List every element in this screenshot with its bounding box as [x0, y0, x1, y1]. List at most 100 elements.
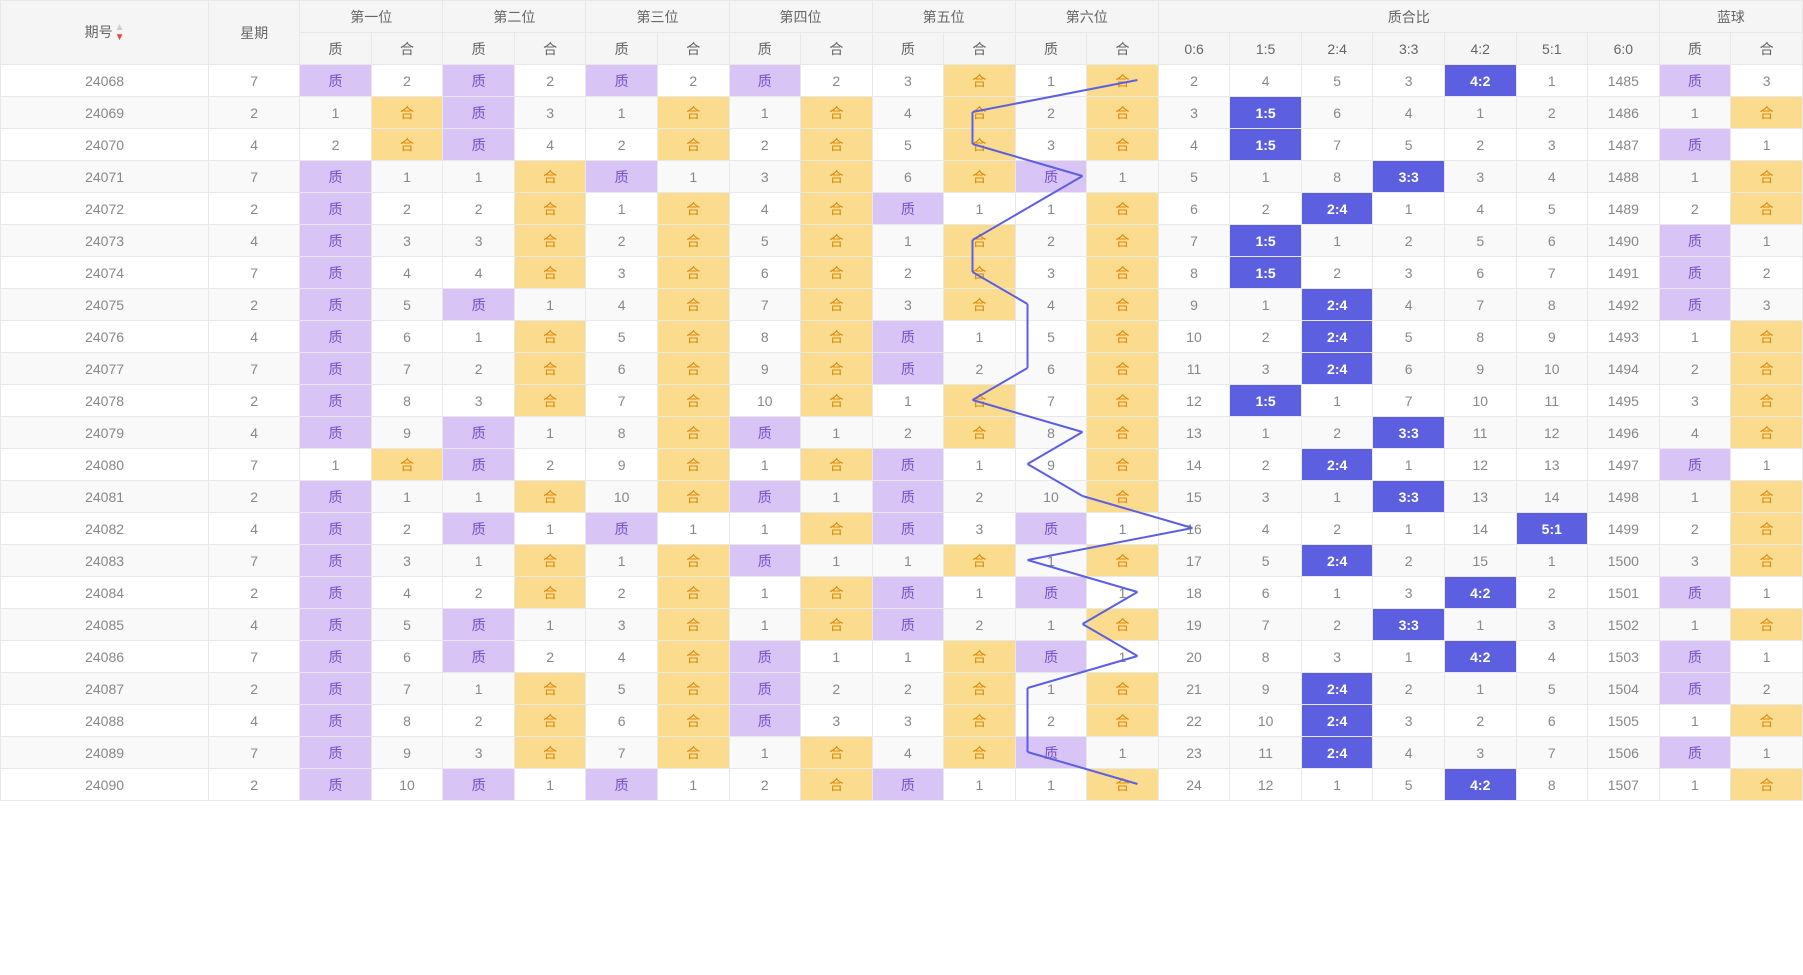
cell-ratio-4:2: 4:2 [1444, 65, 1516, 97]
cell-pos5-he: 1 [944, 769, 1016, 801]
header-he: 合 [1087, 33, 1159, 65]
cell-week: 4 [209, 225, 300, 257]
cell-ratio-1:5: 1:5 [1230, 225, 1302, 257]
cell-blue-he: 1 [1731, 129, 1803, 161]
cell-blue-zhi: 1 [1659, 321, 1731, 353]
cell-pos6-zhi: 2 [1015, 225, 1087, 257]
cell-week: 7 [209, 257, 300, 289]
cell-ratio-1:5: 10 [1230, 705, 1302, 737]
cell-ratio-2:4: 1 [1301, 577, 1373, 609]
cell-ratio-5:1: 5:1 [1516, 513, 1588, 545]
cell-blue-he: 合 [1731, 193, 1803, 225]
cell-pos3-he: 合 [657, 609, 729, 641]
cell-ratio-3:3: 3 [1373, 577, 1445, 609]
cell-pos4-zhi: 1 [729, 513, 801, 545]
cell-pos2-zhi: 1 [443, 545, 515, 577]
cell-pos6-zhi: 质 [1015, 161, 1087, 193]
cell-pos3-zhi: 5 [586, 321, 658, 353]
cell-pos6-he: 合 [1087, 193, 1159, 225]
cell-pos4-he: 合 [801, 257, 873, 289]
cell-ratio-2:4: 1 [1301, 385, 1373, 417]
cell-ratio-4:2: 5 [1444, 225, 1516, 257]
cell-issue: 24072 [1, 193, 209, 225]
cell-pos5-he: 1 [944, 321, 1016, 353]
cell-ratio-1:5: 1 [1230, 289, 1302, 321]
cell-blue-he: 合 [1731, 353, 1803, 385]
cell-ratio-3:3: 1 [1373, 193, 1445, 225]
cell-ratio-0:6: 12 [1158, 385, 1230, 417]
cell-blue-he: 合 [1731, 769, 1803, 801]
cell-pos4-he: 合 [801, 737, 873, 769]
cell-ratio-4:2: 1 [1444, 673, 1516, 705]
cell-pos6-he: 合 [1087, 353, 1159, 385]
sort-icon[interactable]: ▲▼ [115, 23, 125, 43]
table-row: 240842质42合2合1合质1质1186134:221501质1 [1, 577, 1803, 609]
cell-pos2-he: 合 [514, 705, 586, 737]
cell-ratio-3:3: 2 [1373, 545, 1445, 577]
cell-pos5-he: 合 [944, 737, 1016, 769]
cell-pos4-he: 3 [801, 705, 873, 737]
cell-blue-zhi: 质 [1659, 577, 1731, 609]
cell-pos1-zhi: 质 [300, 673, 372, 705]
cell-issue: 24090 [1, 769, 209, 801]
cell-pos1-he: 6 [371, 321, 443, 353]
cell-ratio-3:3: 3:3 [1373, 481, 1445, 513]
cell-ratio-2:4: 2 [1301, 513, 1373, 545]
cell-blue-he: 合 [1731, 481, 1803, 513]
cell-ratio-0:6: 22 [1158, 705, 1230, 737]
cell-week: 7 [209, 65, 300, 97]
cell-pos1-zhi: 2 [300, 129, 372, 161]
cell-pos4-he: 合 [801, 769, 873, 801]
cell-blue-zhi: 质 [1659, 449, 1731, 481]
cell-pos2-he: 合 [514, 481, 586, 513]
cell-issue: 24082 [1, 513, 209, 545]
cell-pos4-he: 2 [801, 673, 873, 705]
cell-pos4-zhi: 4 [729, 193, 801, 225]
cell-ratio-6:0: 1504 [1588, 673, 1660, 705]
cell-blue-zhi: 1 [1659, 609, 1731, 641]
cell-pos4-he: 1 [801, 417, 873, 449]
cell-ratio-0:6: 14 [1158, 449, 1230, 481]
cell-pos6-he: 合 [1087, 769, 1159, 801]
cell-pos2-zhi: 质 [443, 417, 515, 449]
cell-week: 7 [209, 641, 300, 673]
table-row: 240687质2质2质2质23合1合24534:211485质3 [1, 65, 1803, 97]
header-he: 合 [657, 33, 729, 65]
cell-pos4-zhi: 质 [729, 417, 801, 449]
table-row: 240872质71合5合质22合1合2192:42151504质2 [1, 673, 1803, 705]
cell-ratio-2:4: 2:4 [1301, 321, 1373, 353]
cell-pos3-zhi: 2 [586, 129, 658, 161]
header-ratio: 质合比 [1158, 1, 1659, 33]
cell-ratio-6:0: 1500 [1588, 545, 1660, 577]
cell-ratio-6:0: 1491 [1588, 257, 1660, 289]
header-ratio-4:2: 4:2 [1444, 33, 1516, 65]
cell-pos5-he: 2 [944, 481, 1016, 513]
cell-pos2-zhi: 3 [443, 385, 515, 417]
cell-pos4-zhi: 质 [729, 545, 801, 577]
cell-blue-he: 1 [1731, 225, 1803, 257]
cell-ratio-0:6: 21 [1158, 673, 1230, 705]
cell-pos2-he: 合 [514, 161, 586, 193]
cell-pos1-he: 10 [371, 769, 443, 801]
cell-week: 2 [209, 193, 300, 225]
cell-ratio-4:2: 3 [1444, 161, 1516, 193]
cell-ratio-0:6: 13 [1158, 417, 1230, 449]
cell-pos1-he: 2 [371, 65, 443, 97]
cell-ratio-2:4: 2:4 [1301, 705, 1373, 737]
cell-pos6-zhi: 1 [1015, 673, 1087, 705]
cell-issue: 24077 [1, 353, 209, 385]
cell-pos5-zhi: 4 [872, 737, 944, 769]
cell-pos5-zhi: 质 [872, 193, 944, 225]
cell-issue: 24079 [1, 417, 209, 449]
cell-week: 2 [209, 481, 300, 513]
cell-pos4-he: 合 [801, 609, 873, 641]
cell-pos2-he: 2 [514, 65, 586, 97]
cell-blue-zhi: 1 [1659, 97, 1731, 129]
cell-pos6-zhi: 3 [1015, 129, 1087, 161]
cell-blue-zhi: 质 [1659, 257, 1731, 289]
cell-blue-zhi: 3 [1659, 385, 1731, 417]
cell-pos3-he: 合 [657, 193, 729, 225]
cell-pos6-he: 1 [1087, 737, 1159, 769]
cell-pos5-zhi: 1 [872, 545, 944, 577]
cell-pos3-he: 合 [657, 481, 729, 513]
